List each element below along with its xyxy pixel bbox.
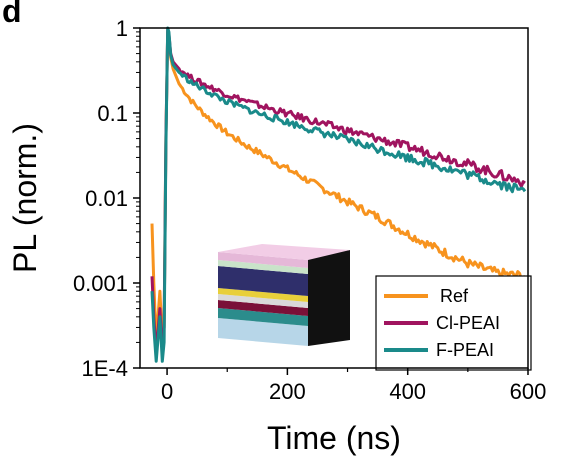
legend-label-f-peai: F-PEAI (436, 340, 494, 360)
series-line-f-peai (150, 26, 527, 363)
stack-layer-3 (218, 300, 308, 316)
series-line-ref (150, 30, 526, 344)
x-axis-title: Time (ns) (267, 420, 401, 456)
y-tick-label: 1E-4 (82, 356, 128, 381)
x-tick-label: 0 (161, 379, 173, 404)
stack-layer-7 (218, 260, 308, 274)
y-tick-label: 0.1 (97, 101, 128, 126)
stack-layer-6 (218, 266, 308, 296)
y-axis-title: PL (norm.) (7, 123, 43, 273)
series-layer (150, 26, 527, 363)
stack-layer-2 (218, 308, 308, 326)
stack-layer-5 (218, 288, 308, 302)
x-tick-label: 400 (389, 379, 426, 404)
legend-label-ref: Ref (440, 286, 469, 306)
x-axis-ticks: 0 200 400 600 (161, 368, 546, 404)
stack-side-dark (308, 250, 350, 346)
y-axis-ticks: 1E-4 0.001 0.01 0.1 1 (73, 16, 140, 381)
legend-box (375, 275, 532, 371)
legend: Ref Cl-PEAI F-PEAI (375, 275, 532, 371)
y-tick-label: 0.001 (73, 271, 128, 296)
stack-layer-4 (218, 294, 308, 308)
series-line-cl-peai (150, 28, 526, 355)
x-tick-label: 600 (510, 379, 547, 404)
y-tick-label: 0.01 (85, 186, 128, 211)
stack-top-face (218, 244, 350, 260)
stack-layer-top (218, 252, 308, 268)
stack-layer-bottom (218, 318, 308, 346)
y-tick-label: 1 (116, 16, 128, 41)
x-tick-label: 200 (269, 379, 306, 404)
legend-label-cl-peai: Cl-PEAI (436, 313, 500, 333)
panel-label: d (2, 0, 22, 29)
device-stack-illustration (218, 244, 350, 346)
